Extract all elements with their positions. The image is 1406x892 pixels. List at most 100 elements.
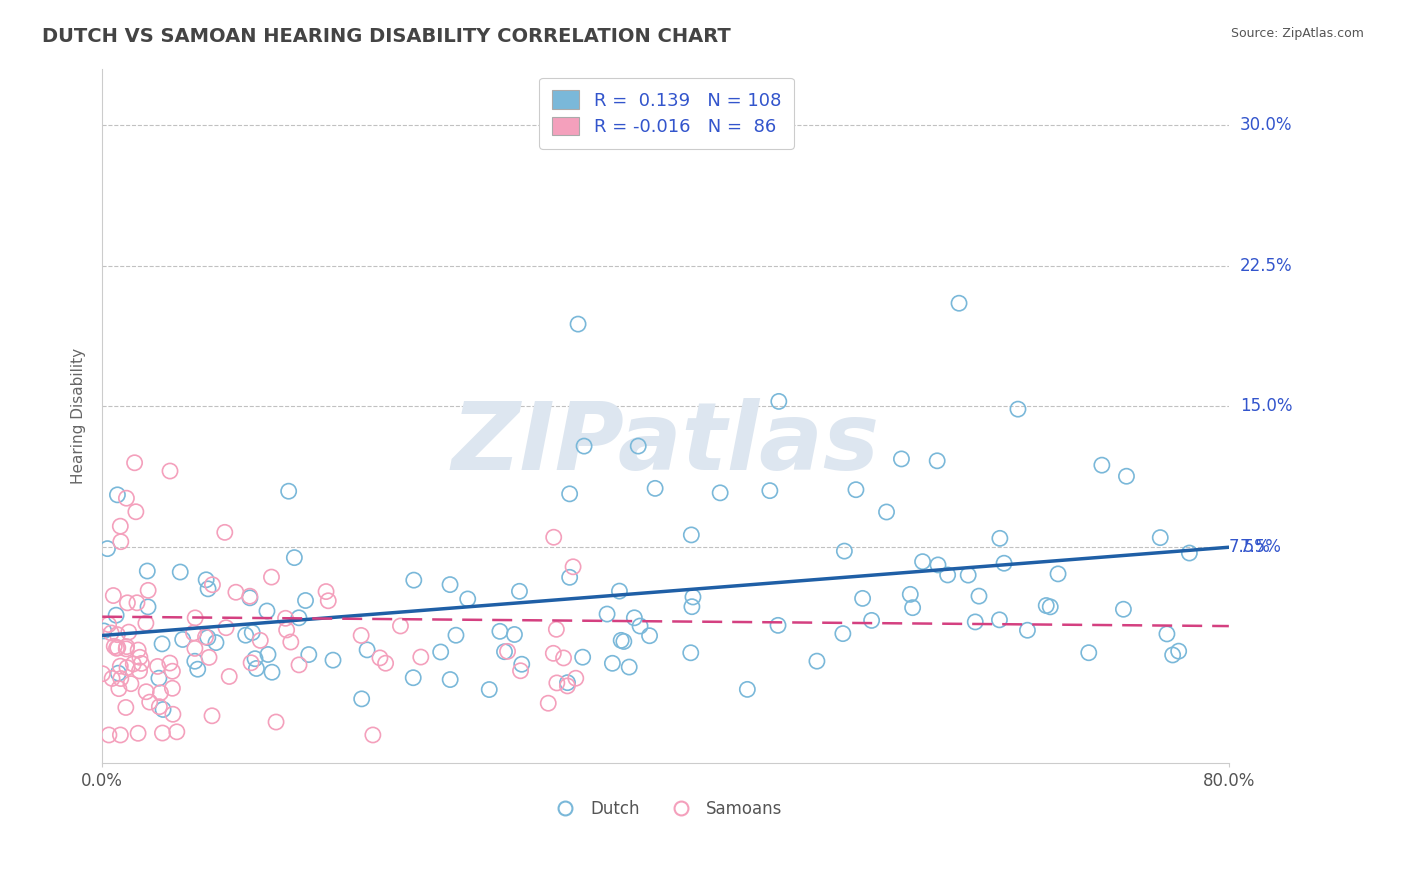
Point (201, 578, 224, 592)
Point (1149, 531, 1171, 545)
Point (256, 604, 278, 618)
Point (125, 596, 148, 610)
Point (623, 611, 645, 625)
Point (115, 641, 138, 656)
Point (136, 599, 159, 614)
Point (503, 627, 526, 641)
Text: 7.5%: 7.5% (1240, 538, 1282, 557)
Point (205, 635, 228, 649)
Point (988, 532, 1011, 546)
Point (120, 676, 142, 690)
Point (148, 671, 170, 685)
Point (993, 556, 1015, 570)
Point (927, 558, 949, 572)
Point (546, 623, 568, 637)
Text: DUTCH VS SAMOAN HEARING DISABILITY CORRELATION CHART: DUTCH VS SAMOAN HEARING DISABILITY CORRE… (42, 27, 731, 45)
Point (201, 708, 224, 723)
Point (478, 682, 501, 697)
Point (280, 635, 302, 649)
Point (162, 665, 184, 679)
Point (288, 611, 311, 625)
Point (537, 696, 560, 710)
Point (834, 544, 856, 558)
Point (110, 728, 132, 742)
Point (644, 482, 666, 496)
Point (315, 584, 337, 599)
Point (169, 565, 191, 579)
Point (948, 296, 970, 310)
Point (103, 640, 125, 654)
Point (509, 664, 531, 678)
Point (571, 650, 593, 665)
Point (107, 640, 129, 655)
Point (128, 650, 150, 665)
Point (350, 628, 373, 642)
Point (276, 623, 298, 637)
Point (356, 643, 378, 657)
Point (439, 673, 461, 687)
Point (172, 632, 194, 647)
Point (107, 666, 129, 681)
Point (115, 640, 138, 654)
Point (508, 584, 530, 599)
Point (1161, 648, 1184, 662)
Point (967, 589, 990, 603)
Point (103, 589, 125, 603)
Point (572, 439, 595, 453)
Point (1112, 602, 1135, 616)
Point (117, 596, 139, 610)
Point (235, 628, 257, 642)
Point (543, 646, 565, 660)
Point (1077, 646, 1099, 660)
Point (457, 591, 479, 606)
Point (558, 487, 581, 501)
Point (225, 585, 247, 599)
Point (127, 726, 149, 740)
Point (135, 616, 157, 631)
Point (496, 644, 519, 658)
Point (91, 666, 114, 681)
Point (159, 656, 181, 670)
Point (927, 454, 949, 468)
Point (638, 629, 661, 643)
Point (125, 505, 148, 519)
Point (709, 486, 731, 500)
Point (152, 702, 174, 716)
Point (274, 611, 297, 625)
Point (852, 591, 875, 606)
Point (131, 657, 153, 671)
Point (1178, 546, 1201, 560)
Point (187, 662, 209, 676)
Point (806, 654, 828, 668)
Point (184, 654, 207, 668)
Text: ZIPatlas: ZIPatlas (451, 398, 880, 490)
Point (444, 628, 467, 642)
Point (911, 555, 934, 569)
Point (602, 657, 624, 671)
Point (108, 681, 131, 696)
Point (97, 617, 120, 632)
Point (890, 451, 912, 466)
Point (184, 641, 207, 656)
Point (681, 528, 703, 542)
Y-axis label: Hearing Disability: Hearing Disability (72, 348, 86, 483)
Point (294, 593, 316, 607)
Point (682, 590, 704, 604)
Point (149, 686, 172, 700)
Point (110, 659, 132, 673)
Point (543, 530, 565, 544)
Point (239, 591, 262, 605)
Point (557, 679, 579, 693)
Point (288, 657, 311, 672)
Point (124, 456, 146, 470)
Point (1007, 402, 1029, 417)
Text: Source: ZipAtlas.com: Source: ZipAtlas.com (1230, 27, 1364, 40)
Point (135, 684, 157, 698)
Point (558, 570, 581, 584)
Point (245, 661, 267, 675)
Point (96, 541, 118, 556)
Point (110, 672, 132, 686)
Point (1035, 599, 1057, 613)
Point (596, 607, 619, 621)
Point (110, 534, 132, 549)
